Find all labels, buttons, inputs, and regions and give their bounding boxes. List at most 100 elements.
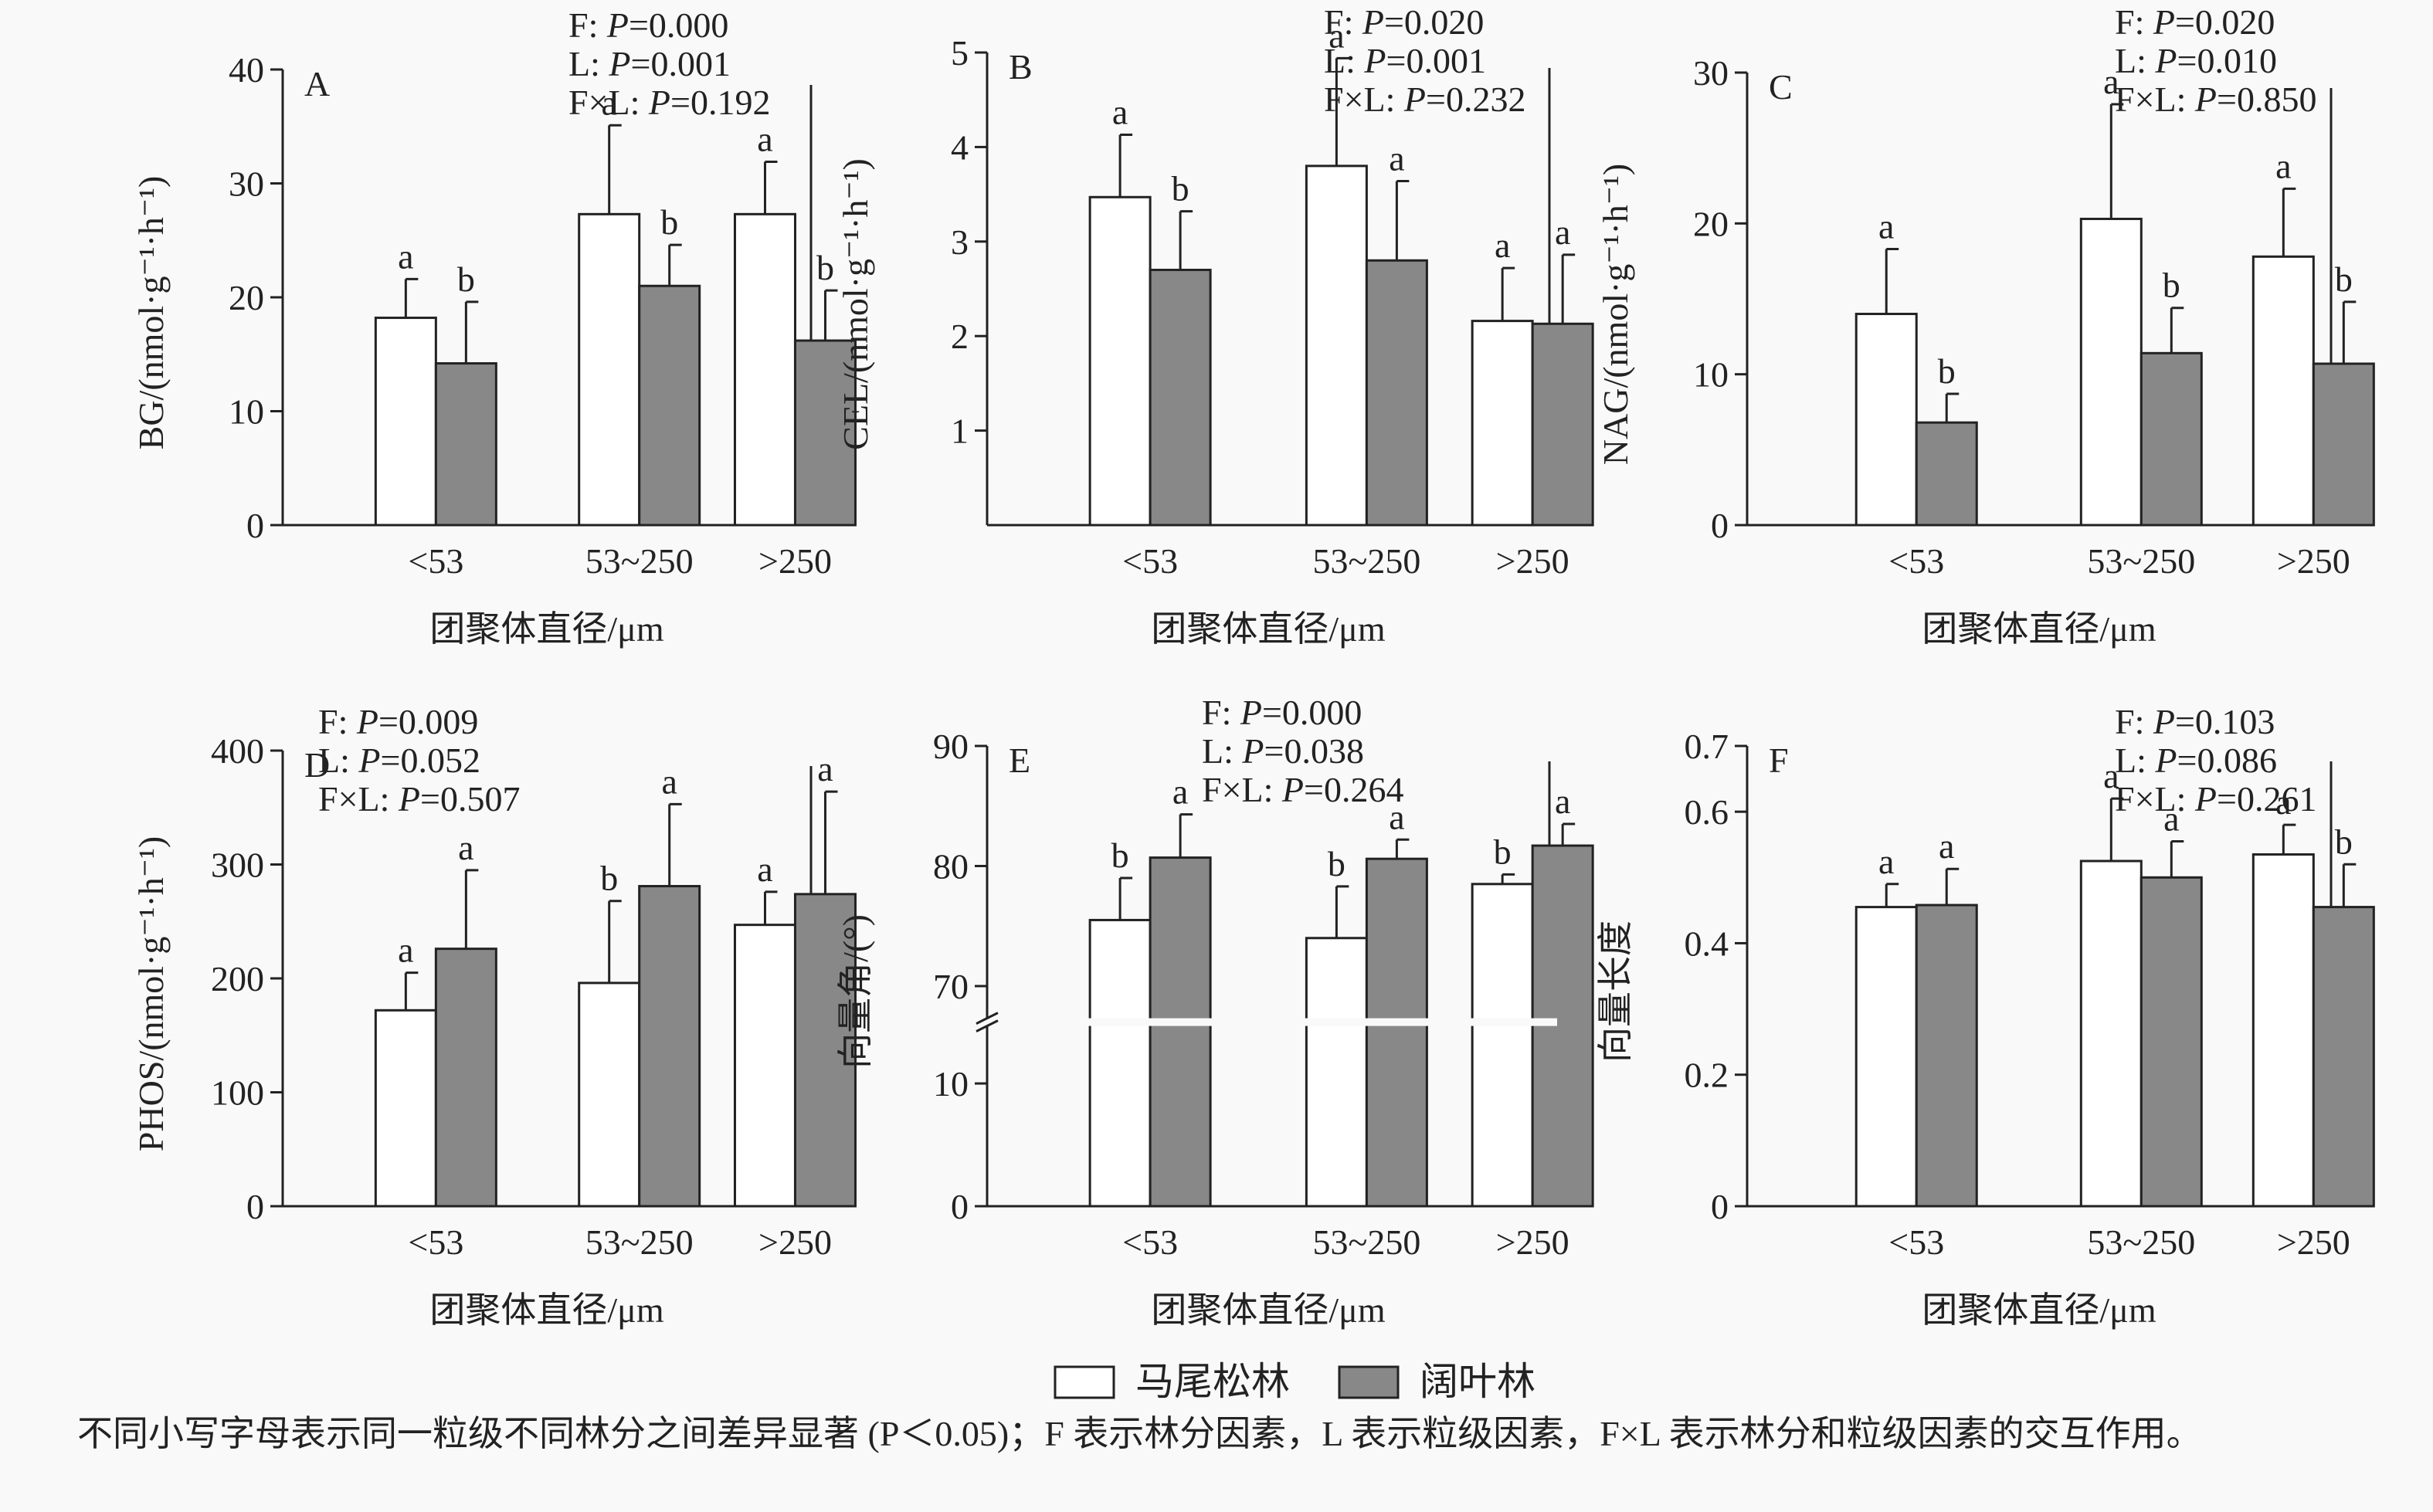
bar: [578, 981, 641, 1208]
bar: [1305, 164, 1368, 527]
y-tick-label: 10: [229, 392, 264, 432]
bar: [1471, 883, 1534, 1208]
panel-letter: F: [1769, 741, 1789, 780]
x-tick-label: >250: [2277, 541, 2350, 581]
bar: [733, 212, 796, 527]
bar: [2079, 217, 2143, 527]
x-tick-label: >250: [758, 541, 832, 581]
bar: [374, 1009, 437, 1208]
bar: [1471, 320, 1534, 527]
x-axis-label: 团聚体直径/μm: [1922, 1290, 2156, 1330]
x-tick-label: 53~250: [585, 1222, 694, 1262]
y-tick-label: 0: [951, 1187, 969, 1226]
significance-letter: a: [398, 236, 413, 276]
significance-letter: a: [1555, 212, 1570, 252]
y-tick-label: 80: [933, 846, 969, 886]
x-tick-label: <53: [1888, 1222, 1944, 1262]
significance-letter: a: [817, 749, 833, 788]
significance-letter: b: [816, 248, 834, 287]
x-axis-label: 团聚体直径/μm: [1151, 609, 1385, 649]
y-tick-label: 20: [1693, 204, 1729, 243]
stat-line: F×L: P=0.192: [568, 83, 770, 122]
panel-letter: C: [1769, 67, 1793, 107]
x-tick-label: <53: [408, 1222, 463, 1262]
y-tick-label: 0: [1711, 506, 1729, 545]
x-tick-label: >250: [758, 1222, 832, 1262]
stat-line: L: P=0.086: [2115, 741, 2277, 780]
stat-line: L: P=0.001: [568, 44, 731, 83]
stat-line: F: P=0.020: [1324, 2, 1484, 42]
axis-break-mark: [976, 1012, 999, 1025]
significance-letter: a: [1389, 797, 1404, 836]
bar: [434, 948, 497, 1208]
x-axis-label: 团聚体直径/μm: [1922, 609, 2156, 649]
bar: [793, 893, 857, 1208]
bar: [1915, 421, 1978, 527]
bar: [2312, 906, 2375, 1208]
y-tick-label: 30: [229, 164, 264, 204]
stat-line: F×L: P=0.261: [2115, 779, 2316, 819]
stat-line: F×L: P=0.232: [1324, 80, 1525, 119]
bar: [638, 885, 701, 1208]
significance-letter: a: [1878, 207, 1894, 246]
legend: 马尾松林 阔叶林: [1054, 1360, 1535, 1403]
significance-letter: a: [601, 83, 616, 122]
stat-line: F: P=0.000: [568, 5, 728, 45]
bar: [1149, 856, 1212, 1208]
bar: [2251, 255, 2315, 527]
significance-letter: a: [757, 119, 772, 158]
x-tick-label: 53~250: [2087, 541, 2195, 581]
chart-panel-c: 0 10 20 30 C NAG/(nmol·g⁻¹·h⁻¹) 团聚体直径/μm F: P=0…: [1596, 2, 2375, 649]
y-tick-label: 30: [1693, 53, 1729, 93]
x-axis-label: 团聚体直径/μm: [429, 609, 663, 649]
panel-letter: B: [1009, 47, 1033, 86]
significance-letter: a: [398, 931, 413, 970]
significance-letter: b: [600, 859, 618, 898]
y-tick-label: 0.7: [1685, 727, 1729, 766]
x-tick-label: 53~250: [1312, 541, 1420, 581]
panel-letter: D: [304, 745, 330, 785]
x-tick-label: 53~250: [2087, 1222, 2195, 1262]
significance-letter: b: [2163, 266, 2180, 305]
significance-letter: a: [1112, 92, 1128, 131]
bar: [1915, 903, 1978, 1208]
significance-letter: a: [2275, 782, 2291, 822]
bar: [1365, 857, 1428, 1208]
legend-label: 阔叶林: [1420, 1360, 1535, 1403]
x-axis-label: 团聚体直径/μm: [429, 1290, 663, 1330]
significance-letter: a: [2163, 798, 2179, 838]
bar: [2251, 853, 2315, 1208]
y-tick-label: 200: [211, 959, 264, 998]
stat-line: F: P=0.009: [318, 702, 478, 741]
y-tick-label: 10: [1693, 355, 1729, 395]
x-tick-label: <53: [1888, 541, 1944, 581]
significance-letter: a: [458, 828, 473, 867]
significance-letter: b: [2335, 259, 2353, 299]
significance-letter: a: [1555, 781, 1570, 821]
x-tick-label: <53: [408, 541, 463, 581]
stat-line: L: P=0.038: [1202, 731, 1364, 771]
panel-letter: E: [1009, 741, 1030, 780]
y-tick-label: 90: [933, 727, 969, 766]
stat-line: F×L: P=0.507: [318, 779, 520, 819]
significance-letter: b: [2335, 822, 2353, 861]
significance-letter: a: [1172, 772, 1188, 812]
significance-letter: a: [661, 761, 677, 801]
bar: [1088, 195, 1152, 527]
chart-panel-a: 0 10 20 30 40 A BG/(nmol·g⁻¹·h⁻¹) 团聚体直径/μm F: P=…: [131, 5, 857, 649]
significance-letter: b: [1938, 351, 1956, 391]
legend-label: 马尾松林: [1135, 1360, 1290, 1403]
y-tick-label: 0: [246, 1187, 264, 1226]
significance-letter: a: [2275, 146, 2291, 185]
stat-line: L: P=0.001: [1324, 41, 1486, 80]
bar: [1088, 918, 1152, 1208]
y-tick-label: 100: [211, 1073, 264, 1113]
x-tick-label: 53~250: [585, 541, 694, 581]
y-tick-label: 0.4: [1685, 924, 1729, 963]
y-tick-label: 40: [229, 50, 264, 90]
significance-letter: a: [1939, 826, 1954, 866]
x-axis-label: 团聚体直径/μm: [1151, 1290, 1385, 1330]
